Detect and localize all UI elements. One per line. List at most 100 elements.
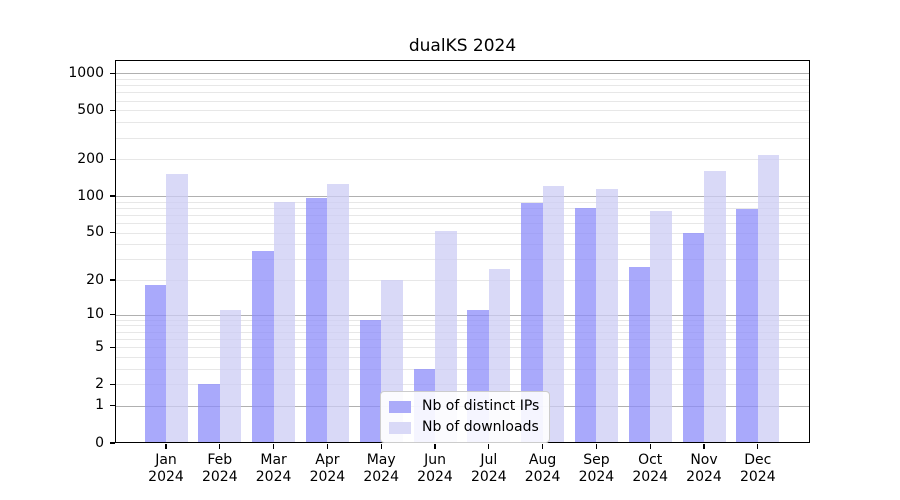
x-tickmark bbox=[703, 444, 705, 449]
x-tick-month: Dec bbox=[744, 452, 772, 468]
x-tick-year: 2024 bbox=[686, 468, 722, 485]
legend-label-distinct-ips: Nb of distinct IPs bbox=[422, 398, 540, 414]
x-tick-year: 2024 bbox=[255, 468, 292, 485]
gridline-minor bbox=[115, 85, 810, 87]
gridline-minor bbox=[115, 137, 810, 139]
bar-nov-downloads bbox=[704, 171, 726, 443]
legend-swatch-downloads bbox=[389, 421, 411, 434]
bar-sep-distinct-ips bbox=[574, 207, 597, 443]
x-tick-year: 2024 bbox=[201, 468, 238, 485]
x-tick-label: Feb 2024 bbox=[188, 452, 252, 485]
gridline-minor bbox=[115, 244, 810, 246]
bar-sep-downloads bbox=[596, 188, 618, 443]
gridline-minor bbox=[115, 159, 810, 161]
x-tick-label: Aug 2024 bbox=[511, 452, 575, 485]
x-tickmark bbox=[326, 444, 328, 449]
y-tickmark bbox=[110, 109, 115, 111]
x-tick-month: Aug bbox=[528, 452, 557, 468]
y-tickmark bbox=[110, 314, 115, 316]
x-tick-month: Oct bbox=[638, 452, 663, 468]
bar-dec-distinct-ips bbox=[736, 209, 758, 443]
gridline-minor bbox=[115, 122, 810, 124]
gridline-minor bbox=[115, 331, 810, 333]
bar-oct-downloads bbox=[650, 211, 672, 443]
y-tick-label: 5 bbox=[95, 338, 104, 355]
x-tick-month: Jun bbox=[424, 452, 446, 468]
bar-feb-distinct-ips bbox=[198, 384, 220, 443]
x-tickmark bbox=[488, 444, 490, 449]
bar-may-distinct-ips bbox=[359, 319, 382, 443]
grid-layer bbox=[115, 60, 810, 443]
legend-item-downloads: Nb of downloads bbox=[389, 419, 539, 436]
x-tick-month: May bbox=[366, 452, 396, 468]
x-tick-year: 2024 bbox=[363, 468, 399, 485]
x-tick-month: Feb bbox=[207, 452, 233, 468]
chart-title: dualKS 2024 bbox=[408, 36, 517, 56]
x-tick-month: Apr bbox=[315, 452, 340, 468]
gridline-minor bbox=[115, 368, 810, 370]
gridline-minor bbox=[115, 232, 810, 234]
bar-aug-distinct-ips bbox=[521, 202, 543, 443]
y-tick-label: 0 bbox=[95, 434, 104, 451]
gridline-minor bbox=[115, 338, 810, 340]
x-tick-year: 2024 bbox=[148, 468, 184, 485]
x-tick-year: 2024 bbox=[632, 468, 668, 485]
y-tick-label: 100 bbox=[77, 187, 104, 204]
x-tick-label: Apr 2024 bbox=[295, 452, 359, 485]
y-tickmark bbox=[110, 158, 115, 160]
y-tickmark bbox=[110, 383, 115, 385]
bar-jan-downloads bbox=[166, 174, 188, 443]
gridline-minor bbox=[115, 356, 810, 358]
gridline-minor bbox=[115, 201, 810, 203]
x-tick-label: Nov 2024 bbox=[672, 452, 736, 485]
x-tick-label: Jun 2024 bbox=[403, 452, 467, 485]
y-tick-label: 20 bbox=[86, 271, 104, 288]
x-tickmark bbox=[219, 444, 221, 449]
bar-mar-downloads bbox=[273, 201, 296, 443]
x-tickmark bbox=[757, 444, 759, 449]
gridline-minor bbox=[115, 92, 810, 94]
x-tick-label: Dec 2024 bbox=[726, 452, 790, 485]
gridline-minor bbox=[115, 259, 810, 261]
gridline-major bbox=[115, 314, 810, 316]
x-tick-label: Oct 2024 bbox=[618, 452, 682, 485]
x-tick-label: May 2024 bbox=[349, 452, 413, 485]
y-tick-label: 200 bbox=[77, 150, 104, 167]
bar-apr-downloads bbox=[327, 184, 349, 443]
x-tick-month: Nov bbox=[690, 452, 718, 468]
legend-label-downloads: Nb of downloads bbox=[422, 419, 539, 435]
x-tickmark bbox=[595, 444, 597, 449]
y-tickmark bbox=[110, 346, 115, 348]
bar-jan-distinct-ips bbox=[144, 285, 166, 443]
y-tickmark bbox=[110, 279, 115, 281]
gridline-minor bbox=[115, 280, 810, 281]
bar-oct-distinct-ips bbox=[628, 266, 651, 443]
legend-item-distinct-ips: Nb of distinct IPs bbox=[389, 398, 539, 415]
x-tick-year: 2024 bbox=[309, 468, 346, 485]
y-tick-label: 1 bbox=[95, 397, 104, 414]
x-tick-year: 2024 bbox=[417, 468, 453, 485]
bar-dec-downloads bbox=[757, 155, 780, 443]
gridline-major bbox=[115, 73, 810, 75]
gridline-minor bbox=[115, 78, 810, 80]
legend-swatch-distinct-ips bbox=[389, 400, 411, 413]
bars-layer bbox=[115, 60, 810, 443]
gridline-minor bbox=[115, 347, 810, 349]
y-tick-label: 2 bbox=[95, 375, 104, 392]
x-tick-year: 2024 bbox=[470, 468, 507, 485]
x-tick-month: Sep bbox=[583, 452, 610, 468]
gridline-minor bbox=[115, 110, 810, 112]
bar-feb-downloads bbox=[219, 310, 242, 443]
gridline-minor bbox=[115, 214, 810, 216]
bar-nov-distinct-ips bbox=[682, 232, 704, 443]
x-tick-year: 2024 bbox=[524, 468, 561, 485]
bar-aug-downloads bbox=[542, 186, 565, 443]
bar-mar-distinct-ips bbox=[252, 251, 274, 443]
gridline-minor bbox=[115, 319, 810, 321]
bar-jun-downloads bbox=[435, 230, 457, 443]
gridline-minor bbox=[115, 384, 810, 386]
gridline-minor bbox=[115, 223, 810, 224]
y-tickmark bbox=[110, 195, 115, 197]
x-tick-year: 2024 bbox=[739, 468, 776, 485]
